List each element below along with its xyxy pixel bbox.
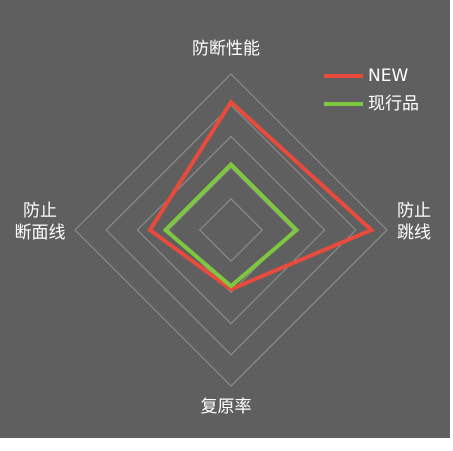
axis-label-top: 防断性能 [192, 39, 260, 59]
grid-ring [105, 104, 357, 356]
axis-label-right: 防止 跳线 [397, 201, 431, 243]
legend-label-current: 现行品 [368, 94, 419, 114]
grid-ring [74, 73, 388, 387]
radar-chart [74, 73, 388, 387]
legend-swatch-new [324, 74, 363, 78]
legend-item-new: NEW [324, 64, 450, 88]
axis-label-left: 防止 断面线 [14, 201, 66, 243]
legend-item-current: 现行品 [324, 92, 450, 116]
radar-chart-panel: 防断性能 防止 跳线 复原率 防止 断面线 NEW 现行品 [0, 0, 450, 438]
legend-label-new: NEW [368, 66, 409, 86]
legend: NEW 现行品 [324, 64, 450, 120]
grid-ring [198, 197, 264, 263]
grid-ring [167, 166, 295, 294]
axis-label-bottom: 复原率 [200, 397, 252, 417]
legend-swatch-current [324, 102, 363, 106]
